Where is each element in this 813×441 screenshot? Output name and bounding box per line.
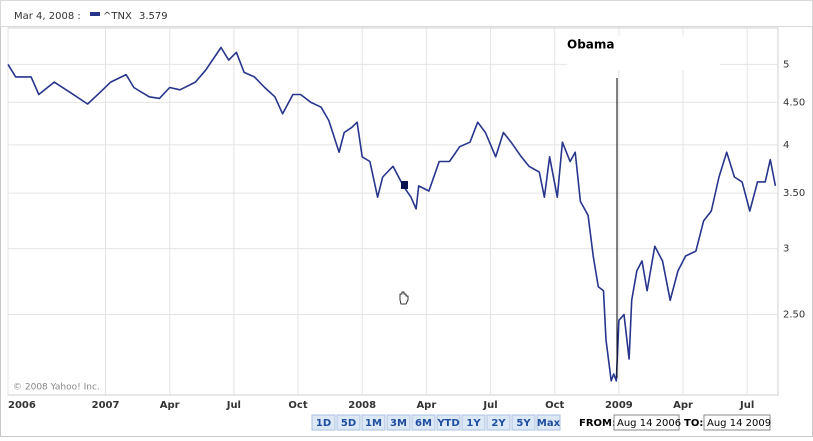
x-tick-label: 2009 — [605, 400, 633, 411]
range-button-label[interactable]: 5Y — [516, 418, 531, 429]
y-tick-label: 3.50 — [783, 188, 805, 199]
range-button-label[interactable]: 1D — [316, 418, 331, 429]
legend-value: 3.579 — [139, 11, 168, 22]
range-button[interactable] — [486, 414, 511, 431]
range-button-label[interactable]: 1M — [365, 418, 382, 429]
y-tick-label: 4 — [783, 140, 789, 151]
range-button-label[interactable]: 1Y — [466, 418, 481, 429]
x-tick-label: 2007 — [92, 400, 120, 411]
range-button[interactable] — [336, 414, 361, 431]
y-tick-label: 2.50 — [783, 309, 805, 320]
x-tick-label: Apr — [673, 400, 693, 411]
range-button-label[interactable]: 5D — [341, 418, 356, 429]
to-input[interactable] — [703, 414, 771, 431]
x-tick-label: Oct — [288, 400, 307, 411]
plot-area — [7, 27, 779, 396]
range-button-label[interactable]: 3M — [390, 418, 407, 429]
to-value[interactable]: Aug 14 2009 — [707, 418, 771, 429]
range-button-label[interactable]: YTD — [436, 418, 459, 429]
x-tick-label: Apr — [416, 400, 436, 411]
hover-marker — [401, 181, 408, 190]
x-tick-label: Jul — [226, 400, 241, 411]
hover-date: Mar 4, 2008 : — [14, 11, 81, 22]
line-series — [7, 46, 777, 382]
range-button[interactable] — [411, 414, 436, 431]
x-tick-label: Jul — [739, 400, 754, 411]
x-tick-label: Apr — [160, 400, 180, 411]
to-label: TO: — [684, 418, 703, 429]
y-tick-label: 5 — [783, 59, 789, 70]
range-button[interactable] — [436, 414, 461, 431]
annotation-box — [567, 36, 720, 70]
range-button[interactable] — [311, 414, 336, 431]
range-button[interactable] — [536, 414, 561, 431]
hand-cursor — [399, 291, 409, 305]
range-button-label[interactable]: 2Y — [491, 418, 506, 429]
range-button[interactable] — [461, 414, 486, 431]
legend-name: ^TNX — [103, 11, 132, 22]
annotation: Obama — [567, 38, 615, 52]
x-tick-label: Jul — [482, 400, 497, 411]
from-value[interactable]: Aug 14 2006 — [617, 418, 681, 429]
x-tick-label: Oct — [545, 400, 564, 411]
from-input[interactable] — [613, 414, 680, 431]
range-button-label[interactable]: Max — [537, 418, 561, 429]
y-tick-label: 4.50 — [783, 97, 805, 108]
from-label: FROM: — [579, 418, 616, 429]
range-button[interactable] — [361, 414, 386, 431]
x-tick-label: 2006 — [8, 400, 36, 411]
header-bar — [0, 0, 813, 27]
copyright: © 2008 Yahoo! Inc. — [13, 383, 100, 393]
y-tick-label: 3 — [783, 244, 789, 255]
x-tick-label: 2008 — [348, 400, 376, 411]
legend-swatch — [90, 12, 100, 16]
range-button-label[interactable]: 6M — [415, 418, 432, 429]
range-button[interactable] — [511, 414, 536, 431]
range-button[interactable] — [386, 414, 411, 431]
